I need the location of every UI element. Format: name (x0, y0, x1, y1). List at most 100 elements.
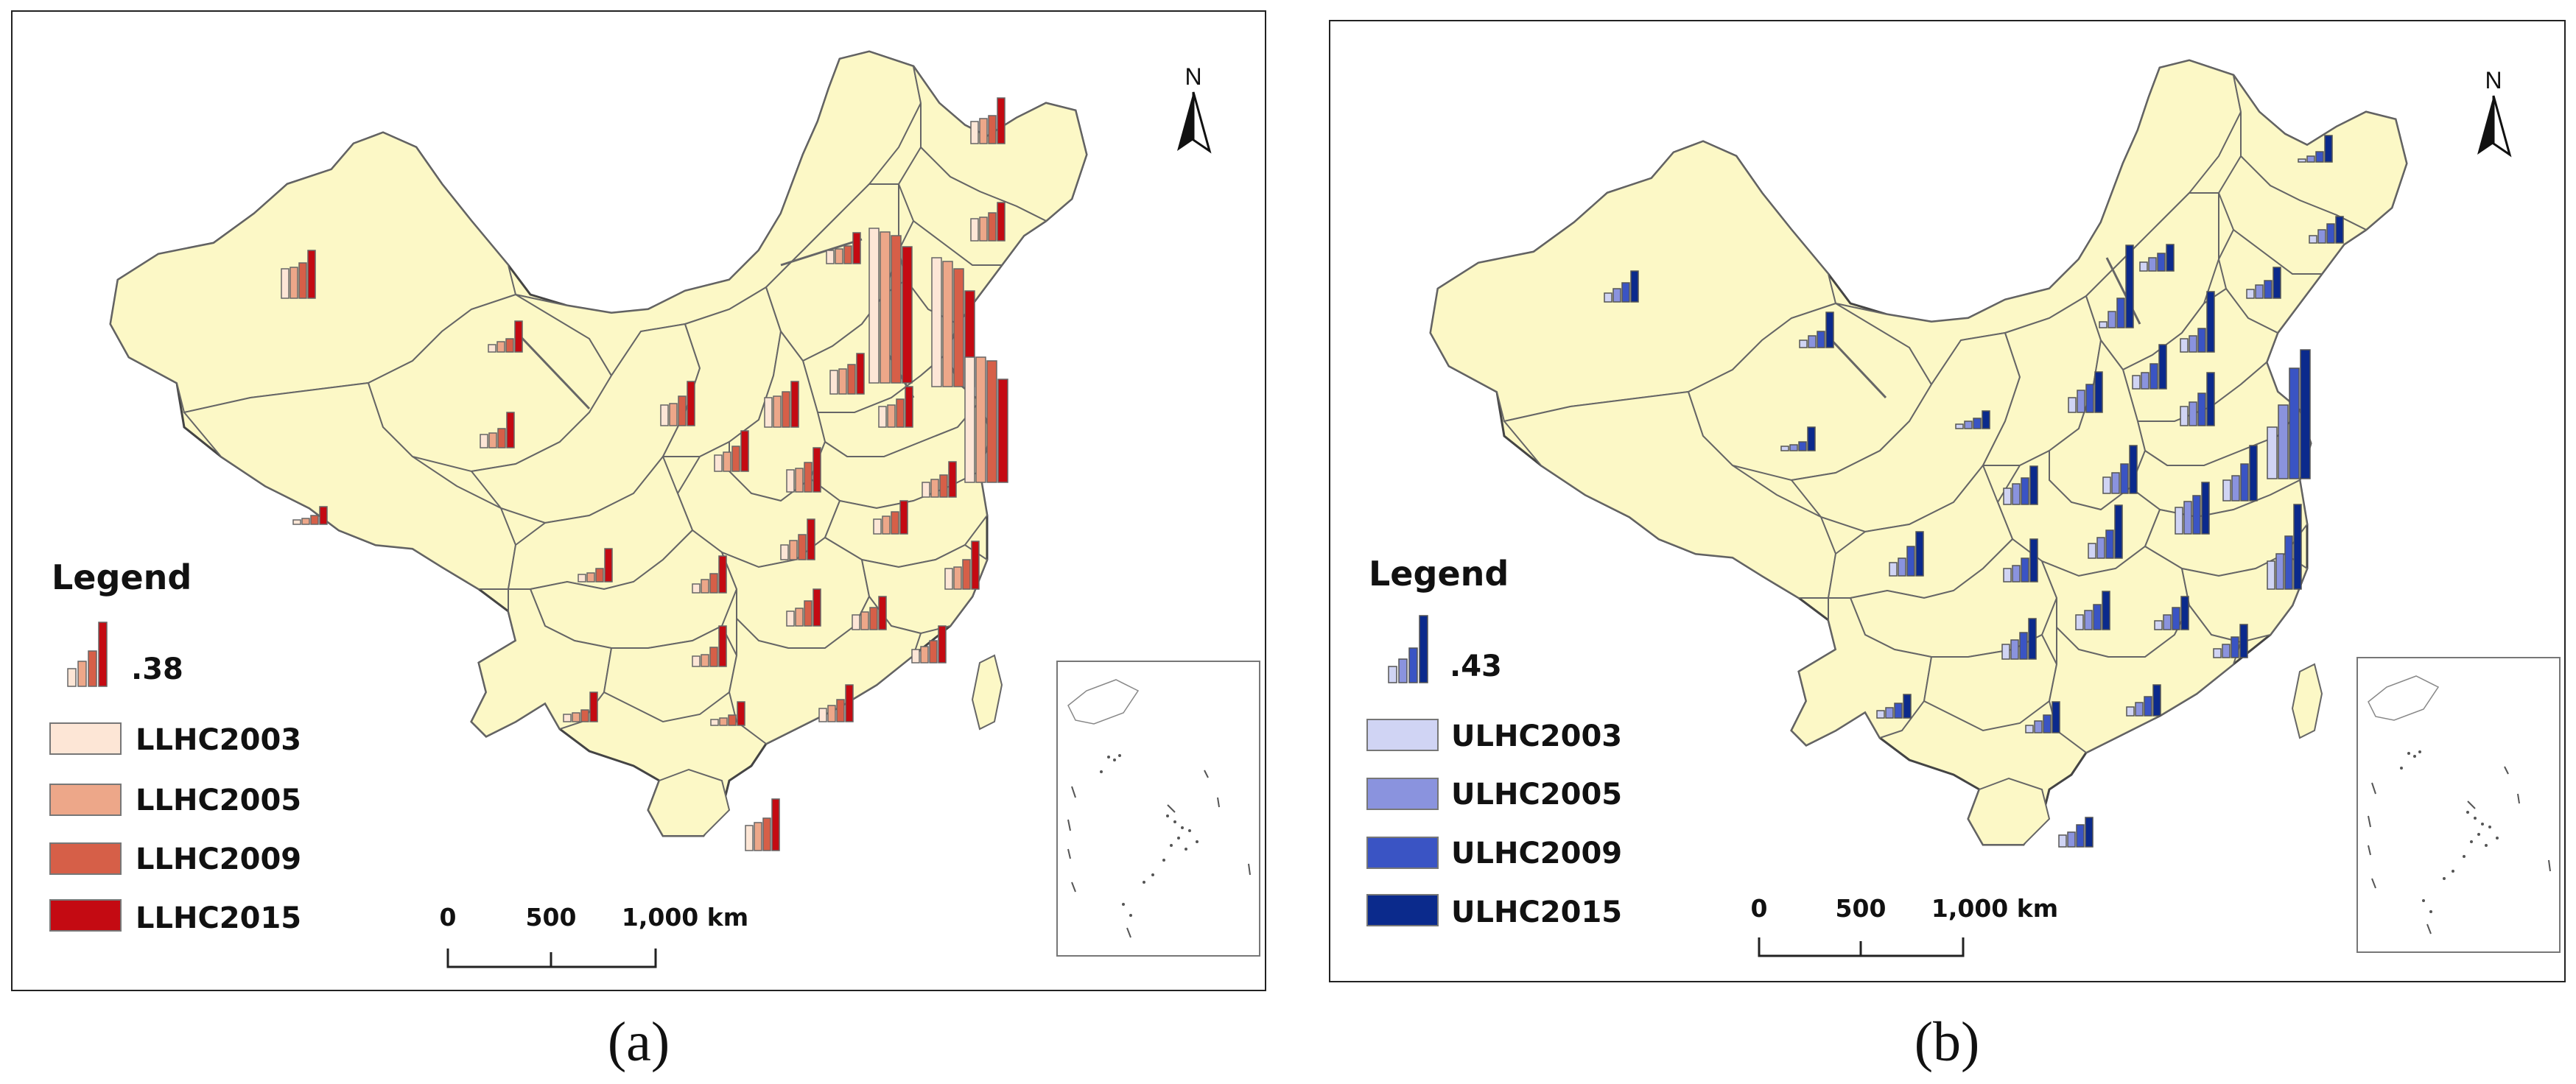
legend-scale-glyph-a (67, 622, 108, 687)
bar-glyph-mark (572, 712, 580, 722)
bar-glyph-mark (2029, 465, 2038, 505)
north-label-b: N (2485, 67, 2502, 94)
bar-glyph-mark (1630, 270, 1639, 303)
bar-glyph-mark (660, 404, 669, 426)
bar-glyph-mark (2264, 280, 2273, 299)
bar-glyph-mark (1612, 288, 1621, 303)
panel-a: N Legend .38 LLHC2003 LLHC2005 LLHC2009 … (11, 10, 1266, 1073)
bar-glyph-mark (604, 548, 613, 583)
bar-glyph-mark (2284, 535, 2293, 590)
legend-swatch-a-2 (49, 784, 122, 816)
bar-glyph-mark (2025, 725, 2034, 733)
bar-glyph-mark (301, 518, 310, 525)
bar-glyph-mark (2163, 614, 2172, 630)
scale-tick-a-2: 1,000 km (622, 903, 748, 932)
bar-glyph-mark (843, 245, 852, 264)
bar-glyph-mark (710, 719, 719, 726)
bar-glyph-mark (905, 386, 913, 428)
bar-glyph-mark (988, 115, 997, 144)
legend-label-b-3: ULHC2009 (1451, 837, 1622, 870)
north-arrow-b: N (2476, 67, 2511, 156)
bar-glyph-mark (2003, 568, 2012, 583)
bar-glyph-mark (2148, 257, 2157, 272)
bar-glyph-mark (480, 434, 488, 448)
bar-glyph-mark (804, 600, 813, 627)
bar-glyph-mark (764, 397, 773, 428)
bar-glyph-mark (692, 655, 701, 667)
bar-glyph-mark (737, 701, 745, 726)
bar-glyph-mark (880, 231, 891, 384)
bar-glyph-mark (1817, 331, 1825, 348)
bar-glyph-mark (2278, 404, 2289, 479)
bar-glyph-mark (852, 614, 860, 630)
bar-glyph-mark (2326, 223, 2335, 244)
bar-glyph-mark (838, 368, 847, 395)
bar-glyph-mark (845, 684, 854, 722)
bar-glyph-mark (2075, 614, 2084, 630)
bar-glyph-mark (979, 118, 988, 144)
bar-glyph-mark (505, 338, 514, 353)
bar-glyph-mark (986, 360, 997, 483)
bar-glyph-mark (2076, 824, 2085, 848)
bar-glyph-mark (953, 268, 964, 387)
bar-glyph-mark (2154, 620, 2163, 630)
bar-glyph-mark (2275, 553, 2284, 590)
bar-glyph-mark (2093, 604, 2102, 630)
bar-glyph-mark (2197, 393, 2206, 426)
legend-title-b: Legend (1369, 554, 1509, 594)
bar-glyph-mark (2085, 817, 2094, 848)
bar-glyph-mark (2183, 501, 2192, 535)
bar-glyph-mark (1799, 339, 1808, 348)
bar-glyph-mark (997, 97, 1006, 144)
bar-glyph-mark (868, 228, 880, 384)
bar-glyph-mark (1903, 694, 1912, 719)
legend-label-a-3: LLHC2009 (136, 842, 301, 876)
bar-glyph-mark (835, 248, 843, 264)
bar-glyph-mark (2102, 476, 2111, 494)
bar-glyph-mark (2206, 291, 2215, 353)
legend-title-a: Legend (52, 557, 192, 597)
bar-glyph-mark (2206, 372, 2215, 426)
legend-label-a-4: LLHC2015 (136, 901, 301, 935)
bar-glyph-mark (818, 708, 827, 722)
legend-swatch-a-1 (49, 722, 122, 755)
bar-glyph-mark (899, 500, 908, 535)
leader-line (780, 238, 863, 267)
bar-glyph-mark (2099, 321, 2108, 328)
south-china-sea-inset-b (2356, 657, 2561, 953)
bar-glyph-mark (1915, 531, 1924, 577)
bar-glyph-mark (970, 121, 979, 144)
legend-label-b-4: ULHC2015 (1451, 895, 1622, 929)
bar-glyph-mark (971, 541, 980, 590)
legend-label-b-2: ULHC2005 (1451, 778, 1622, 812)
scale-tick-a-1: 500 (526, 903, 577, 932)
bar-glyph-mark (2309, 235, 2317, 244)
bar-glyph-mark (2003, 488, 2012, 505)
bar-glyph-mark (962, 559, 971, 590)
bar-glyph-mark (2317, 229, 2326, 244)
bar-glyph-mark (964, 356, 975, 483)
bar-glyph-mark (953, 566, 962, 590)
bar-glyph-mark (942, 261, 953, 387)
caption-b: (b) (1915, 1011, 1980, 1073)
bar-glyph-mark (807, 518, 815, 560)
bar-glyph-mark (709, 647, 718, 667)
bar-glyph-mark (2129, 445, 2138, 494)
bar-glyph-mark (2001, 644, 2010, 660)
bar-glyph-mark (856, 353, 865, 395)
bar-glyph-mark (2116, 298, 2125, 328)
bar-glyph-mark (2189, 335, 2197, 353)
bar-glyph-mark (878, 596, 887, 630)
bar-glyph-mark (1621, 282, 1630, 303)
bar-glyph-mark (586, 572, 595, 583)
bar-glyph-mark (944, 568, 953, 590)
legend-scale-glyph-b (1388, 615, 1428, 683)
bar-glyph-mark (2021, 557, 2029, 583)
legend-label-b-1: ULHC2003 (1451, 719, 1622, 753)
bar-glyph-mark (1876, 710, 1885, 719)
bar-glyph-mark (887, 404, 896, 428)
bar-glyph-mark (2135, 702, 2144, 717)
legend-scale-value-a: .38 (131, 652, 183, 686)
bar-glyphs-b (1604, 135, 2344, 848)
